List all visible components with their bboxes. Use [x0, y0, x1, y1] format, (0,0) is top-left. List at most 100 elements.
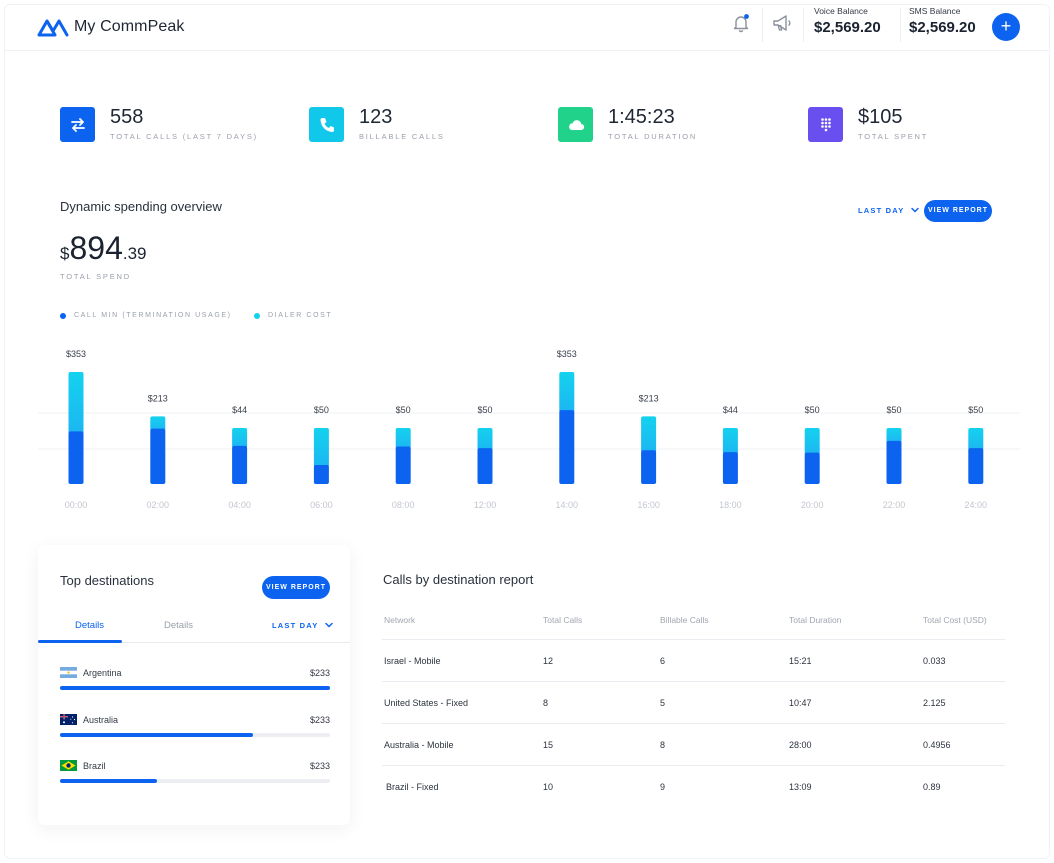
x-tick-label: 06:00 [310, 500, 333, 510]
bar-dialer-cost [313, 428, 329, 467]
calls-report-table: Network Total Calls Billable Calls Total… [382, 600, 1005, 808]
calls-report-title: Calls by destination report [383, 572, 534, 587]
cloud-icon [558, 107, 593, 142]
column-header[interactable]: Billable Calls [660, 614, 709, 625]
column-header[interactable]: Total Cost (USD) [923, 614, 987, 625]
x-tick-label: 24:00 [965, 500, 988, 510]
table-cell: 15 [543, 739, 554, 750]
megaphone-icon[interactable] [771, 12, 793, 34]
australia-flag-icon [60, 714, 77, 725]
stat-value: 558 [110, 106, 144, 128]
spending-bar-chart: $353 00:00 $213 02:00 $44 04:00 $50 06:00 $50 08:… [38, 349, 1020, 510]
table-row[interactable]: Australia - Mobile 15 8 28:00 0.4956 [382, 724, 1005, 766]
spending-period-dropdown[interactable]: LAST DAY [858, 205, 920, 215]
table-row[interactable]: United States - Fixed 8 5 10:47 2.125 [382, 682, 1005, 724]
x-tick-label: 16:00 [637, 500, 660, 510]
table-row[interactable]: Brazil - Fixed 10 9 13:09 0.89 [382, 766, 1005, 808]
swap-arrows-icon [60, 107, 95, 142]
stat-total-spent: $105 TOTAL SPENT [808, 106, 929, 142]
top-header: My CommPeak [5, 5, 1049, 51]
stat-caption: TOTAL SPENT [858, 132, 929, 141]
bar-call-min [68, 431, 84, 484]
column-header[interactable]: Total Duration [789, 614, 842, 625]
bell-icon[interactable] [730, 12, 752, 34]
bar-call-min [150, 428, 166, 484]
bar-dialer-cost [559, 372, 575, 413]
destination-amount: $233 [309, 667, 330, 678]
bar-dialer-cost [395, 428, 411, 449]
legend-label: DIALER COST [268, 312, 333, 319]
x-tick-label: 20:00 [801, 500, 824, 510]
destinations-period-dropdown[interactable]: LAST DAY [272, 620, 334, 630]
brazil-flag-icon [60, 760, 77, 771]
column-header[interactable]: Network [384, 614, 416, 625]
stat-billable-calls: 123 BILLABLE CALLS [309, 106, 445, 142]
commpeak-logo-icon [37, 19, 69, 37]
destination-progress-fill [60, 686, 330, 690]
destination-item-brazil[interactable]: Brazil $233 [60, 760, 330, 783]
app-title: My CommPeak [74, 18, 185, 35]
bar-dialer-cost [68, 372, 84, 434]
app-logo[interactable]: My CommPeak [37, 15, 184, 39]
x-tick-label: 12:00 [474, 500, 497, 510]
column-header[interactable]: Total Calls [543, 614, 583, 625]
spending-overview-title: Dynamic spending overview [60, 199, 222, 214]
legend-dot [60, 312, 66, 319]
dialpad-icon [808, 107, 843, 142]
bar-call-min [641, 450, 657, 484]
stat-value: 123 [359, 106, 393, 128]
bar-call-min [968, 448, 984, 484]
legend-dot [254, 312, 260, 319]
legend-item-call-min: CALL MIN (TERMINATION USAGE) [60, 312, 232, 319]
sms-balance-value: $2,569.20 [909, 19, 976, 36]
destination-item-argentina[interactable]: Argentina $233 [60, 667, 330, 690]
x-tick-label: 02:00 [147, 500, 170, 510]
sms-balance: SMS Balance $2,569.20 [909, 6, 976, 36]
add-button[interactable]: + [992, 13, 1020, 41]
period-label: LAST DAY [272, 620, 319, 630]
bar-call-min [886, 440, 902, 484]
table-cell: 2.125 [923, 697, 946, 708]
bar-value-label: $353 [557, 349, 577, 359]
chevron-down-icon [911, 207, 920, 213]
sms-balance-label: SMS Balance [909, 6, 961, 16]
table-cell: 8 [660, 739, 666, 750]
active-tab-indicator [38, 640, 122, 643]
phone-icon [309, 107, 344, 142]
table-cell: 28:00 [789, 739, 812, 750]
bar-dialer-cost [886, 428, 902, 443]
destination-country: Brazil [83, 760, 106, 771]
tab-details[interactable]: Details [164, 620, 194, 631]
legend-label: CALL MIN (TERMINATION USAGE) [74, 312, 232, 319]
bar-dialer-cost [641, 416, 657, 453]
bar-value-label: $50 [886, 405, 901, 415]
bar-dialer-cost [232, 428, 248, 448]
bar-call-min [313, 464, 329, 484]
legend-item-dialer-cost: DIALER COST [254, 312, 332, 319]
destination-progress-fill [60, 779, 158, 783]
top-destinations-title: Top destinations [60, 573, 154, 588]
table-row[interactable]: Israel - Mobile 12 6 15:21 0.033 [382, 640, 1005, 682]
bar-call-min [232, 445, 248, 484]
destination-country: Argentina [83, 667, 122, 678]
tab-details-active[interactable]: Details [75, 620, 105, 631]
x-tick-label: 00:00 [65, 500, 88, 510]
x-tick-label: 18:00 [719, 500, 742, 510]
destination-item-australia[interactable]: Australia $233 [60, 714, 330, 737]
table-cell: United States - Fixed [384, 697, 469, 708]
stat-value: 1:45:23 [608, 106, 675, 128]
table-cell: 13:09 [789, 782, 812, 792]
stat-value: $105 [858, 106, 903, 128]
x-tick-label: 08:00 [392, 500, 415, 510]
table-cell: 0.033 [923, 655, 946, 666]
bar-dialer-cost [968, 428, 984, 451]
chevron-down-icon [325, 622, 334, 628]
bar-value-label: $213 [639, 393, 659, 403]
amount-currency: $ [60, 244, 70, 263]
total-spend-caption: TOTAL SPEND [60, 272, 131, 281]
total-spend-amount: $ 894 .39 [60, 230, 147, 267]
destinations-view-report-button[interactable]: VIEW REPORT [262, 576, 330, 599]
view-report-button[interactable]: VIEW REPORT [924, 200, 992, 222]
bar-value-label: $50 [314, 405, 329, 415]
voice-balance-label: Voice Balance [814, 6, 868, 16]
